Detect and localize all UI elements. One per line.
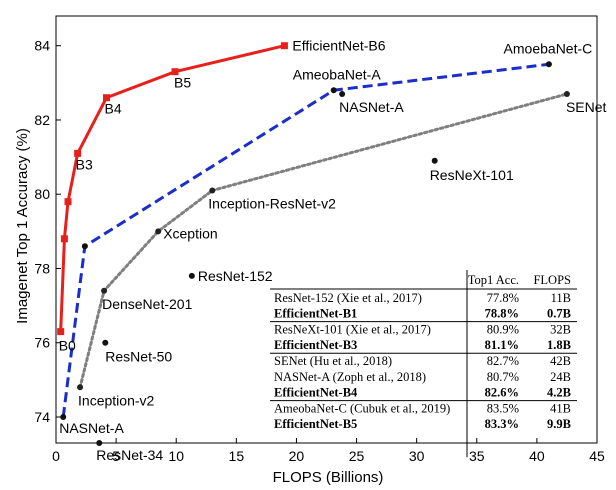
point-label: B0 bbox=[59, 338, 76, 354]
table-row-baseline: AmeobaNet-C (Cubuk et al., 2019) bbox=[274, 401, 450, 415]
table-cell-acc: 77.8% bbox=[487, 291, 519, 305]
series-1-point bbox=[102, 94, 110, 102]
series-2-point bbox=[330, 87, 337, 94]
labels-layer: B0 B3 B4 B5 EfficientNet-B6 NASNet-A AmeobaNet… bbox=[59, 38, 607, 463]
table-cell-acc: 83.3% bbox=[485, 417, 519, 431]
table-row-baseline: SENet (Hu et al., 2018) bbox=[274, 354, 392, 368]
table-header-flops: FLOPS bbox=[533, 273, 571, 287]
series-line-1 bbox=[59, 44, 285, 332]
point-label: DenseNet-201 bbox=[102, 296, 192, 312]
point-label: EfficientNet-B6 bbox=[292, 38, 385, 54]
table-row-baseline: ResNet-152 (Xie et al., 2017) bbox=[274, 291, 422, 305]
points-layer bbox=[96, 90, 438, 446]
comparison-table: Top1 Acc. FLOPS ResNet-152 (Xie et al., 20… bbox=[270, 270, 577, 458]
table-cell-acc: 83.5% bbox=[487, 401, 519, 415]
table-cell-acc: 78.8% bbox=[485, 307, 519, 321]
series-2-point bbox=[81, 243, 88, 250]
y-axis-label: Imagenet Top 1 Accuracy (%) bbox=[14, 128, 31, 324]
point-label: ResNet-152 bbox=[198, 268, 273, 284]
standalone-point bbox=[188, 272, 195, 279]
table-cell-acc: 81.1% bbox=[485, 338, 519, 352]
table-row-efficientnet: EfficientNet-B3 bbox=[274, 338, 357, 352]
point-label: SENet bbox=[566, 99, 607, 115]
table-cell-flops: 42B bbox=[550, 354, 571, 368]
series-2-point bbox=[60, 414, 67, 421]
table-cell-flops: 41B bbox=[550, 401, 571, 415]
x-tick-label: 35 bbox=[469, 448, 485, 464]
point-label: B4 bbox=[104, 101, 121, 117]
table-cell-acc: 82.6% bbox=[485, 386, 519, 400]
series-2-point bbox=[545, 61, 552, 68]
y-tick-label: 82 bbox=[34, 112, 50, 128]
x-tick-label: 10 bbox=[168, 448, 184, 464]
table-row-baseline: ResNeXt-101 (Xie et al., 2017) bbox=[274, 322, 431, 336]
plot-frame bbox=[55, 15, 598, 444]
standalone-point bbox=[339, 90, 346, 97]
series-1-point bbox=[171, 68, 179, 76]
series-3-point bbox=[77, 384, 84, 391]
series-1-point bbox=[74, 149, 82, 157]
series-3-point bbox=[563, 90, 570, 97]
point-label: B3 bbox=[76, 156, 93, 172]
table-cell-acc: 80.9% bbox=[487, 322, 519, 336]
standalone-point bbox=[102, 339, 109, 346]
series-3-point bbox=[209, 187, 216, 194]
x-tick-label: 0 bbox=[52, 448, 60, 464]
series-1-point bbox=[64, 198, 72, 206]
x-tick-label: 40 bbox=[529, 448, 545, 464]
table-cell-flops: 11B bbox=[551, 291, 571, 305]
point-label: Inception-v2 bbox=[78, 392, 154, 408]
series-3-point bbox=[101, 287, 108, 294]
point-label: ResNeXt-101 bbox=[430, 167, 514, 183]
series-layer bbox=[57, 42, 570, 421]
table-cell-flops: 1.8B bbox=[547, 338, 571, 352]
x-tick-label: 30 bbox=[409, 448, 425, 464]
x-axis-label: FLOPS (Billions) bbox=[273, 469, 384, 486]
table-row-baseline: NASNet-A (Zoph et al., 2018) bbox=[274, 370, 426, 384]
point-label: AmoebaNet-C bbox=[504, 40, 593, 56]
point-label: Inception-ResNet-v2 bbox=[208, 196, 336, 212]
x-tick-label: 45 bbox=[589, 448, 605, 464]
table-cell-acc: 80.7% bbox=[487, 370, 519, 384]
table-cell-flops: 24B bbox=[550, 370, 571, 384]
series-1-point bbox=[57, 328, 65, 336]
point-label: B5 bbox=[174, 75, 191, 91]
standalone-point bbox=[431, 157, 438, 164]
standalone-point bbox=[96, 440, 103, 446]
table-cell-flops: 9.9B bbox=[547, 417, 571, 431]
point-label: Xception bbox=[163, 225, 217, 241]
y-tick-label: 74 bbox=[34, 409, 50, 425]
table-header-acc: Top1 Acc. bbox=[468, 273, 519, 287]
table-row-efficientnet: EfficientNet-B4 bbox=[274, 386, 358, 400]
point-label: AmeobaNet-A bbox=[293, 66, 382, 82]
y-tick-label: 76 bbox=[34, 335, 50, 351]
table-row-efficientnet: EfficientNet-B5 bbox=[274, 417, 357, 431]
table-cell-flops: 0.7B bbox=[547, 307, 571, 321]
y-tick-label: 84 bbox=[34, 38, 50, 54]
x-tick-label: 5 bbox=[112, 448, 120, 464]
series-3-point bbox=[155, 228, 162, 235]
table-cell-flops: 4.2B bbox=[547, 386, 571, 400]
y-tick-label: 78 bbox=[34, 260, 50, 276]
point-label: NASNet-A bbox=[339, 99, 404, 115]
table-cell-acc: 82.7% bbox=[487, 354, 519, 368]
series-1-point bbox=[60, 235, 68, 243]
axes: 0 5 10 15 20 25 30 35 40 45 74 76 78 80 82 84 bbox=[34, 15, 605, 464]
point-label: NASNet-A bbox=[59, 420, 124, 436]
table-cell-flops: 32B bbox=[550, 322, 571, 336]
series-line-2 bbox=[61, 62, 550, 418]
series-1-point bbox=[280, 42, 288, 50]
x-tick-label: 20 bbox=[289, 448, 305, 464]
point-label: ResNet-34 bbox=[96, 447, 163, 463]
y-tick-label: 80 bbox=[34, 186, 50, 202]
table-row-efficientnet: EfficientNet-B1 bbox=[274, 307, 357, 321]
x-tick-label: 15 bbox=[229, 448, 245, 464]
x-tick-label: 25 bbox=[349, 448, 365, 464]
point-label: ResNet-50 bbox=[105, 349, 172, 365]
